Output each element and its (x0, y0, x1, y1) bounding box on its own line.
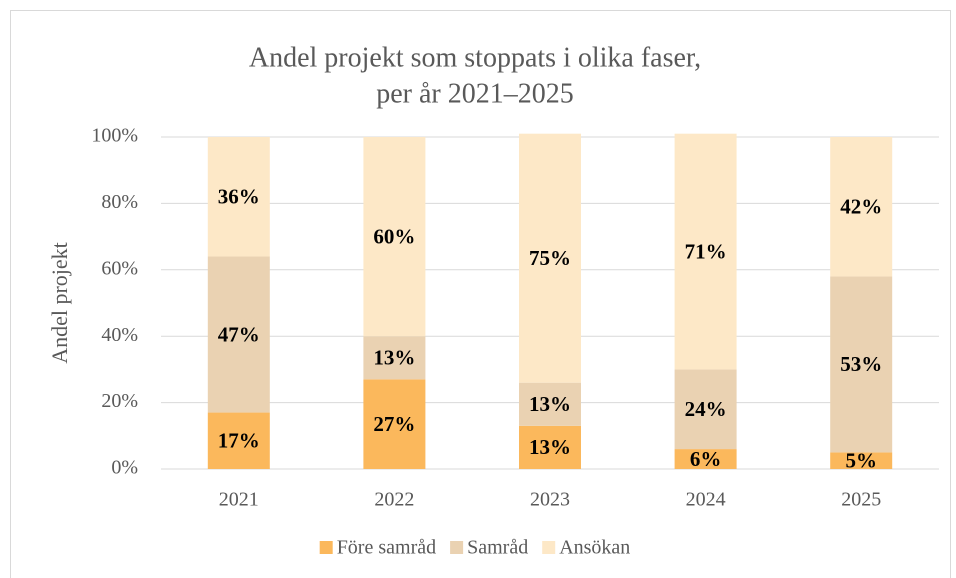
bar-segment (207, 412, 270, 469)
legend-swatch (542, 541, 556, 554)
bar-segment (830, 137, 893, 277)
data-label: 47% (218, 322, 260, 346)
bar-segment (519, 425, 581, 469)
legend-label: Samråd (467, 537, 528, 559)
legend-swatch (319, 541, 333, 554)
chart-border (10, 10, 951, 578)
data-label: 60% (373, 224, 415, 248)
chart-title: per år 2021–2025 (376, 78, 574, 109)
data-label: 5% (845, 449, 877, 473)
legend-swatch (450, 541, 464, 554)
y-tick-label: 60% (101, 257, 138, 279)
x-tick-label: 2021 (219, 489, 259, 511)
bar-segment (674, 449, 737, 469)
data-label: 42% (840, 195, 882, 219)
data-label: 13% (529, 435, 571, 459)
legend-label: Före samråd (337, 537, 436, 559)
bar-segment (363, 137, 426, 337)
x-tick-label: 2023 (530, 489, 570, 511)
y-tick-label: 80% (101, 191, 138, 213)
legend-label: Ansökan (559, 537, 630, 559)
data-label: 27% (373, 412, 415, 436)
bar-segment (207, 137, 270, 257)
data-label: 71% (685, 239, 727, 263)
bar-segment (519, 382, 581, 426)
y-tick-label: 100% (91, 125, 138, 147)
data-label: 36% (218, 185, 260, 209)
x-tick-label: 2024 (686, 489, 726, 511)
x-tick-label: 2025 (841, 489, 881, 511)
bar-segment (674, 133, 737, 370)
data-label: 75% (529, 246, 571, 270)
chart-title: Andel projekt som stoppats i olika faser… (249, 42, 701, 73)
data-label: 6% (690, 447, 722, 471)
bar-segment (830, 452, 893, 469)
bar-segment (519, 133, 581, 383)
bar-segment (674, 369, 737, 450)
data-label: 17% (218, 429, 260, 453)
y-tick-label: 0% (111, 457, 138, 479)
y-tick-label: 40% (101, 324, 138, 346)
bar-segment (830, 276, 893, 453)
x-tick-label: 2022 (374, 489, 414, 511)
data-label: 13% (529, 392, 571, 416)
bar-segment (363, 379, 426, 469)
bar-segment (363, 336, 426, 380)
data-label: 24% (685, 397, 727, 421)
y-tick-label: 20% (101, 390, 138, 412)
data-label: 13% (373, 346, 415, 370)
y-axis-title: Andel projekt (47, 242, 72, 364)
data-label: 53% (840, 352, 882, 376)
bar-segment (207, 256, 270, 413)
